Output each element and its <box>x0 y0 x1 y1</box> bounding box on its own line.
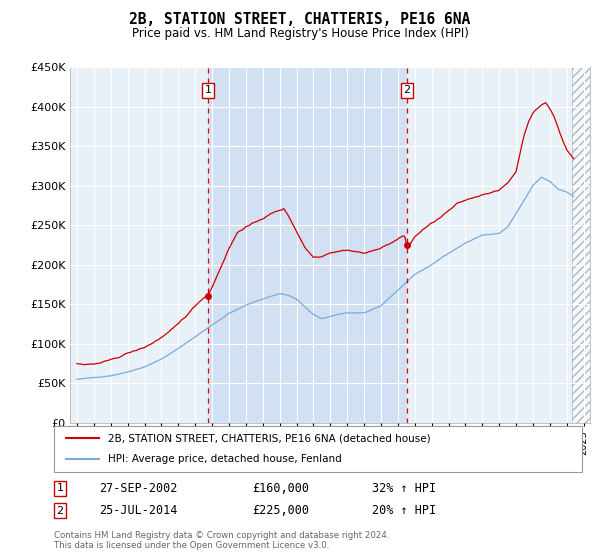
Text: 25-JUL-2014: 25-JUL-2014 <box>99 504 178 517</box>
Text: 2: 2 <box>56 506 64 516</box>
Text: 2B, STATION STREET, CHATTERIS, PE16 6NA (detached house): 2B, STATION STREET, CHATTERIS, PE16 6NA … <box>108 433 431 444</box>
Text: £160,000: £160,000 <box>252 482 309 495</box>
Text: HPI: Average price, detached house, Fenland: HPI: Average price, detached house, Fenl… <box>108 454 342 464</box>
Text: £225,000: £225,000 <box>252 504 309 517</box>
Text: 2: 2 <box>404 85 411 95</box>
Text: 2B, STATION STREET, CHATTERIS, PE16 6NA: 2B, STATION STREET, CHATTERIS, PE16 6NA <box>130 12 470 27</box>
Text: 1: 1 <box>205 85 211 95</box>
Text: Contains HM Land Registry data © Crown copyright and database right 2024.
This d: Contains HM Land Registry data © Crown c… <box>54 531 389 550</box>
Bar <box>208 67 407 423</box>
Text: 1: 1 <box>56 483 64 493</box>
Text: 32% ↑ HPI: 32% ↑ HPI <box>372 482 436 495</box>
Text: 27-SEP-2002: 27-SEP-2002 <box>99 482 178 495</box>
Text: 20% ↑ HPI: 20% ↑ HPI <box>372 504 436 517</box>
Bar <box>572 67 590 423</box>
Text: Price paid vs. HM Land Registry's House Price Index (HPI): Price paid vs. HM Land Registry's House … <box>131 27 469 40</box>
